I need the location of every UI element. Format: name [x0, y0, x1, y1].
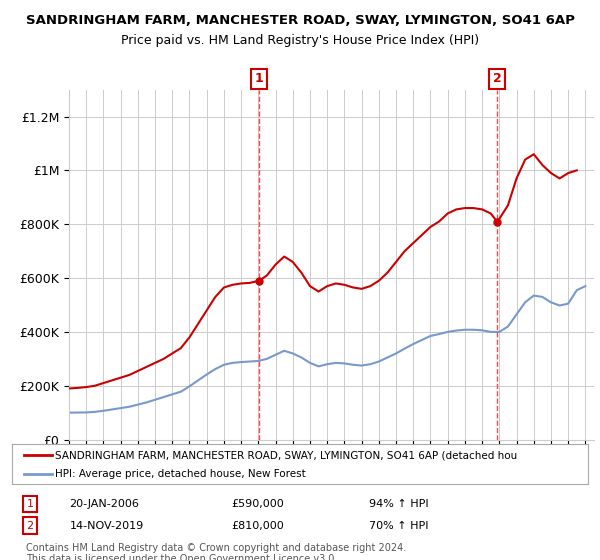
Text: 20-JAN-2006: 20-JAN-2006 [70, 499, 139, 509]
Text: SANDRINGHAM FARM, MANCHESTER ROAD, SWAY, LYMINGTON, SO41 6AP: SANDRINGHAM FARM, MANCHESTER ROAD, SWAY,… [26, 14, 574, 27]
Text: £590,000: £590,000 [231, 499, 284, 509]
Text: 70% ↑ HPI: 70% ↑ HPI [369, 521, 428, 530]
Text: Price paid vs. HM Land Registry's House Price Index (HPI): Price paid vs. HM Land Registry's House … [121, 34, 479, 46]
Text: Contains HM Land Registry data © Crown copyright and database right 2024.
This d: Contains HM Land Registry data © Crown c… [26, 543, 407, 560]
Text: 2: 2 [493, 72, 502, 86]
Text: 1: 1 [26, 499, 34, 509]
Text: 94% ↑ HPI: 94% ↑ HPI [369, 499, 429, 509]
Text: £810,000: £810,000 [231, 521, 284, 530]
Text: 1: 1 [255, 72, 263, 86]
Text: HPI: Average price, detached house, New Forest: HPI: Average price, detached house, New … [55, 469, 306, 479]
Text: 14-NOV-2019: 14-NOV-2019 [70, 521, 144, 530]
Text: SANDRINGHAM FARM, MANCHESTER ROAD, SWAY, LYMINGTON, SO41 6AP (detached hou: SANDRINGHAM FARM, MANCHESTER ROAD, SWAY,… [55, 450, 517, 460]
Text: 2: 2 [26, 521, 34, 530]
